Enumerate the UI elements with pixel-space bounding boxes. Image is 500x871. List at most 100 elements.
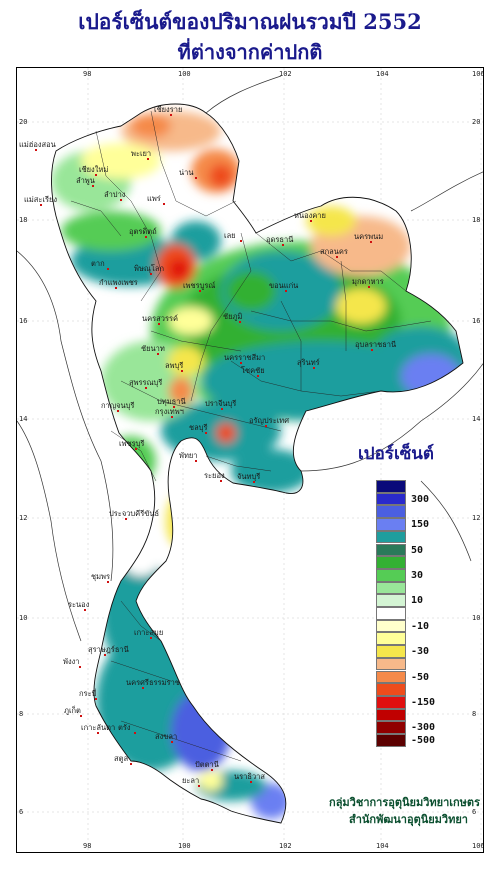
province-label: ภูเก็ต [64,705,81,715]
legend-swatch [376,721,406,734]
legend-swatch [376,607,406,620]
lon-tick-bottom: 102 [279,842,292,850]
legend-swatch [376,518,406,531]
province-label: ชุมพร [91,572,110,581]
station-marker [163,203,165,205]
station-marker [115,287,117,289]
station-marker [35,149,37,151]
province-label: มุกดาหาร [352,277,384,286]
province-label: กำแพงเพชร [99,278,138,287]
station-marker [265,425,267,427]
credit-line1: กลุ่มวิชาการอุตุนิยมวิทยาเกษตร [329,796,480,809]
province-label: สงขลา [155,732,177,741]
lon-tick-bottom: 98 [83,842,92,850]
station-marker [220,480,222,482]
province-label: อุตรดิตถ์ [129,227,157,236]
station-marker [282,244,284,246]
lat-tick-left: 20 [19,118,28,126]
lon-tick-top: 106 [472,70,484,78]
station-marker [147,158,149,160]
station-marker [97,732,99,734]
station-marker [171,416,173,418]
legend-swatch [376,543,406,557]
province-label: ระยอง [204,471,225,480]
legend-swatch [376,734,406,747]
legend-title: เปอร์เซ็นต์ [358,444,434,464]
lat-tick-right: 20 [472,118,481,126]
station-marker [92,185,94,187]
province-label: สกลนคร [320,247,348,256]
map-frame[interactable]: เชียงราย แม่ฮ่องสอน เชียงใหม่ พะเยา น่าน ลำพู… [16,67,484,853]
station-marker [310,220,312,222]
lat-tick-left: 16 [19,317,28,325]
station-marker [205,432,207,434]
province-label: โชคชัย [241,366,265,375]
province-label: ชัยนาท [141,344,165,353]
station-marker [313,367,315,369]
lat-tick-right: 12 [472,514,481,522]
station-marker [135,448,137,450]
station-marker [211,769,213,771]
legend-swatch [376,619,406,633]
province-label: ตรัง [118,723,131,732]
legend-swatch [376,556,406,569]
legend-label: -50 [411,671,430,683]
station-marker [142,687,144,689]
station-marker [134,732,136,734]
province-label: แม่ฮ่องสอน [19,140,56,149]
province-label: เพชรบุรี [119,439,144,448]
station-marker [120,199,122,201]
legend-swatch [376,568,406,582]
province-label: ปราจีนบุรี [205,399,236,408]
province-label: อุบลราชธานี [355,340,396,349]
legend-label: -150 [411,696,436,708]
station-marker [195,177,197,179]
lon-tick-top: 102 [279,70,292,78]
map-title-line2: ที่ต่างจากค่าปกติ [177,40,323,64]
province-label: กาญจนบุรี [101,401,134,410]
province-label: สตูล [114,754,128,763]
legend-swatch [376,670,406,684]
province-label: นครราชสีมา [224,353,265,362]
station-marker [145,236,147,238]
province-label: พัทยา [179,451,198,460]
province-label: เชียงราย [154,105,182,114]
province-label: เพชรบูรณ์ [183,281,215,290]
station-marker [199,290,201,292]
legend-label: 10 [411,595,424,607]
station-marker [173,406,175,408]
lat-tick-right: 14 [472,415,481,423]
lat-tick-left: 8 [19,710,24,718]
province-label: เลย [224,231,236,240]
legend-swatch [376,645,406,658]
neighbour-borders [17,75,483,642]
province-label: นครสวรรค์ [142,314,178,323]
province-label: สุรินทร์ [297,358,320,367]
province-label: ลำพูน [76,176,95,185]
province-label: ปทุมธานี [157,397,186,406]
legend-swatch [376,594,406,607]
legend-swatch [376,530,406,544]
lon-tick-bottom: 104 [376,842,389,850]
station-marker [95,698,97,700]
station-marker [117,410,119,412]
province-label: เชียงใหม่ [79,165,108,174]
province-label: น่าน [179,168,193,177]
province-label: ลพบุรี [165,361,183,370]
station-marker [150,637,152,639]
station-marker [257,375,259,377]
station-marker [130,763,132,765]
station-marker [95,174,97,176]
lat-tick-left: 6 [19,808,24,816]
station-marker [371,349,373,351]
station-marker [198,785,200,787]
lat-tick-left: 12 [19,514,28,522]
province-label: กระบี่ [79,688,97,698]
province-label: เกาะลันตา [81,723,115,732]
station-marker [104,654,106,656]
province-label: ปัตตานี [195,760,219,769]
lon-tick-top: 104 [376,70,389,78]
station-marker [368,286,370,288]
